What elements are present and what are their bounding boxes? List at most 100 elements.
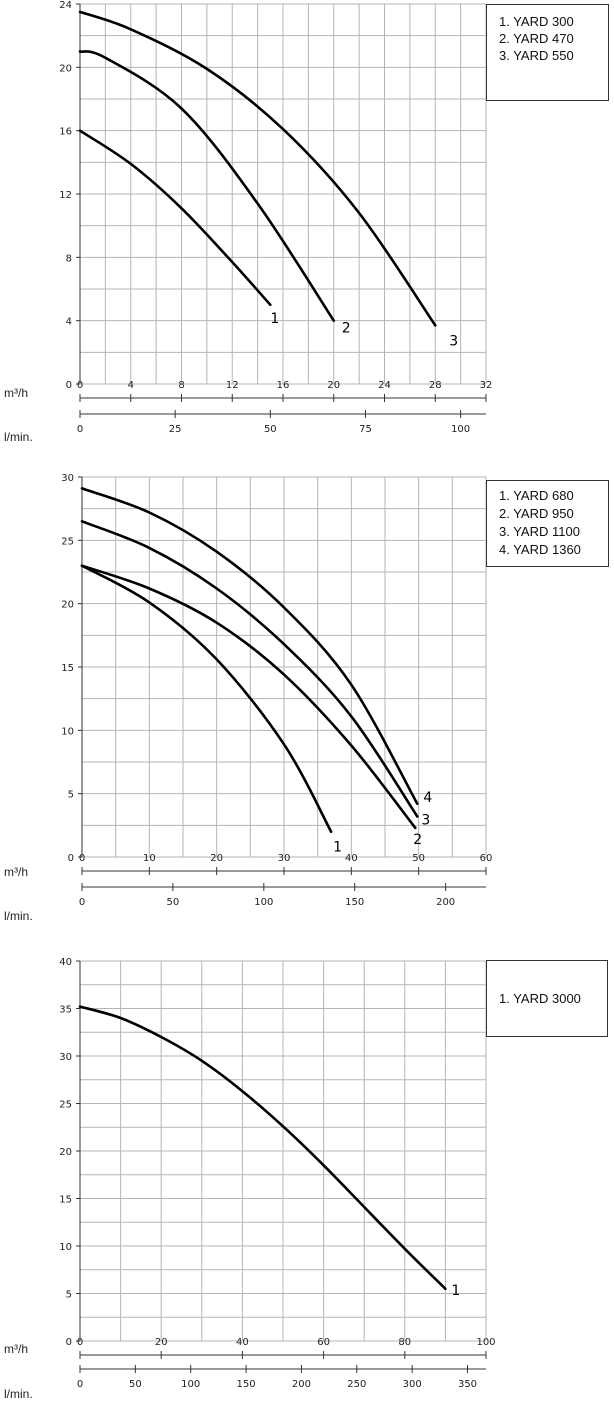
curve-label-3: 3 <box>421 812 430 828</box>
legend-entry: 1. YARD 300 <box>499 14 574 29</box>
legend: 1. YARD 3000 <box>486 960 608 1037</box>
y-tick-label: 0 <box>68 853 74 864</box>
x-tick-label: 28 <box>429 380 442 391</box>
legend-box <box>486 480 609 567</box>
x2-tick-label: 350 <box>458 1379 477 1390</box>
x2-tick-label: 200 <box>436 897 455 908</box>
series-line-4 <box>80 487 419 806</box>
x-tick-label: 8 <box>178 380 184 391</box>
legend-entry: 2. YARD 950 <box>499 506 574 521</box>
x-tick-label: 0 <box>77 1337 83 1348</box>
curve-label-1: 1 <box>451 1283 460 1299</box>
x-tick-label: 12 <box>226 380 239 391</box>
unit-lmin-label: l/min. <box>4 1387 33 1401</box>
x2-tick-label: 50 <box>264 424 277 435</box>
legend-entry: 1. YARD 3000 <box>499 991 581 1006</box>
x2-tick-label: 50 <box>167 897 180 908</box>
y-tick-label: 4 <box>66 317 72 328</box>
legend-entry: 3. YARD 550 <box>499 48 574 63</box>
y-tick-label: 20 <box>59 1147 72 1158</box>
y-tick-label: 15 <box>59 1195 72 1206</box>
y-tick-label: 10 <box>59 1242 72 1253</box>
y-tick-label: 0 <box>66 380 72 391</box>
x-tick-label: 40 <box>236 1337 249 1348</box>
y-tick-label: 5 <box>68 790 74 801</box>
y-tick-label: 20 <box>59 63 72 74</box>
x-tick-label: 20 <box>327 380 340 391</box>
curve-label-4: 4 <box>423 790 432 806</box>
curve-label-2: 2 <box>342 321 351 337</box>
unit-lmin-label: l/min. <box>4 909 33 923</box>
x-tick-label: 100 <box>476 1337 495 1348</box>
x2-tick-label: 150 <box>345 897 364 908</box>
series-line-3 <box>80 520 419 818</box>
legend-box <box>486 4 609 101</box>
x2-tick-label: 0 <box>79 897 85 908</box>
series-line-1 <box>78 1005 447 1291</box>
series-line-3 <box>78 10 437 327</box>
x-tick-label: 20 <box>155 1337 168 1348</box>
x-tick-label: 80 <box>398 1337 411 1348</box>
x-tick-label: 20 <box>210 853 223 864</box>
legend-entry: 4. YARD 1360 <box>499 542 581 557</box>
x-tick-label: 32 <box>480 380 493 391</box>
y-tick-label: 30 <box>59 1052 72 1063</box>
y-tick-label: 16 <box>59 127 72 138</box>
x-tick-label: 24 <box>378 380 391 391</box>
y-tick-label: 30 <box>61 473 74 484</box>
y-tick-label: 25 <box>59 1100 72 1111</box>
chart-2: 0 5 10 15 20 25 30 0 10 20 30 40 50 60 0 50 100 150 200 m³/… <box>4 473 609 923</box>
grid <box>79 3 487 385</box>
x2-tick-label: 75 <box>359 424 372 435</box>
legend-entry: 3. YARD 1100 <box>499 524 580 539</box>
y-tick-label: 35 <box>59 1005 72 1016</box>
x2-tick-label: 100 <box>181 1379 200 1390</box>
series-line-1 <box>80 564 333 833</box>
y-tick-label: 5 <box>66 1290 72 1301</box>
legend-entry: 1. YARD 680 <box>499 488 574 503</box>
curve-label-2: 2 <box>413 832 422 848</box>
y-tick-label: 15 <box>61 663 74 674</box>
y-tick-label: 8 <box>66 253 72 264</box>
y-tick-label: 0 <box>66 1337 72 1348</box>
x2-tick-label: 100 <box>451 424 470 435</box>
x-tick-label: 40 <box>345 853 358 864</box>
x2-tick-label: 100 <box>254 897 273 908</box>
x-tick-label: 10 <box>143 853 156 864</box>
y-tick-label: 25 <box>61 536 74 547</box>
x2-tick-label: 0 <box>77 1379 83 1390</box>
curve-label-3: 3 <box>449 333 458 349</box>
x-tick-label: 0 <box>77 380 83 391</box>
x-tick-label: 30 <box>278 853 291 864</box>
unit-m3h-label: m³/h <box>4 865 28 879</box>
unit-m3h-label: m³/h <box>4 1342 28 1356</box>
chart-3: 0 5 10 15 20 25 30 35 40 0 20 40 60 80 100 0 50 100 150 200… <box>4 957 608 1401</box>
series-line-2 <box>80 564 417 830</box>
unit-lmin-label: l/min. <box>4 430 33 444</box>
x2-tick-label: 25 <box>169 424 182 435</box>
legend: 1. YARD 680 2. YARD 950 3. YARD 1100 4. YAR… <box>486 480 609 567</box>
x2-tick-label: 300 <box>403 1379 422 1390</box>
x2-tick-label: 0 <box>77 424 83 435</box>
legend-box <box>486 960 608 1037</box>
x-tick-label: 60 <box>317 1337 330 1348</box>
grid <box>79 960 487 1342</box>
x-tick-label: 50 <box>412 853 425 864</box>
x2-tick-label: 50 <box>129 1379 142 1390</box>
x2-tick-label: 250 <box>347 1379 366 1390</box>
y-tick-label: 12 <box>59 190 72 201</box>
curve-label-1: 1 <box>333 840 342 856</box>
unit-m3h-label: m³/h <box>4 386 28 400</box>
x2-tick-label: 200 <box>292 1379 311 1390</box>
x-tick-label: 0 <box>79 853 85 864</box>
series-line-1 <box>78 129 272 307</box>
x-tick-label: 60 <box>480 853 493 864</box>
x-tick-label: 4 <box>128 380 134 391</box>
y-tick-label: 10 <box>61 726 74 737</box>
y-tick-label: 24 <box>59 0 72 11</box>
x-tick-label: 16 <box>277 380 290 391</box>
legend-entry: 2. YARD 470 <box>499 31 574 46</box>
x2-tick-label: 150 <box>237 1379 256 1390</box>
